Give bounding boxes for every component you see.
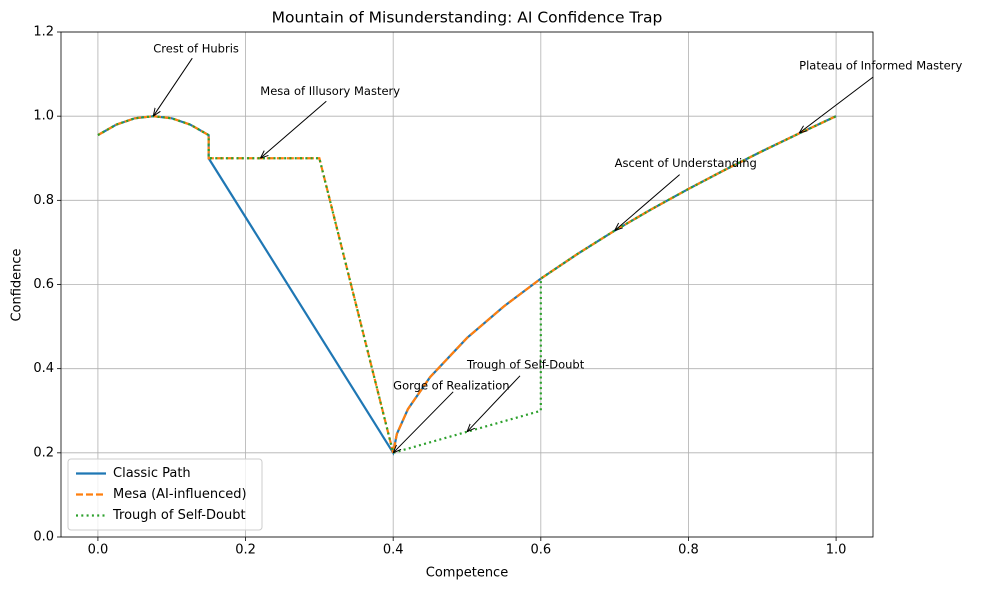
annotation: Crest of Hubris [153,42,239,56]
annotation: Trough of Self-Doubt [466,357,585,371]
x-tick-label: 0.8 [678,543,699,558]
annotation-arrow [799,76,874,133]
y-tick-label: 0.0 [33,530,54,545]
legend-label: Trough of Self-Doubt [112,508,246,523]
legend: Classic Path Mesa (AI-influenced) Trough o… [67,458,263,531]
annotation: Gorge of Realization [393,378,509,392]
y-tick-label: 0.8 [33,193,54,208]
legend-label: Classic Path [113,466,191,481]
x-axis-label: Competence [426,566,508,581]
legend-box [67,458,263,531]
legend-label: Mesa (AI-influenced) [113,487,247,502]
y-tick-label: 0.6 [33,277,54,292]
y-axis-label: Confidence [10,248,25,321]
y-tick-label: 0.4 [33,361,54,376]
annotation: Ascent of Understanding [615,156,757,170]
x-tick-label: 0.0 [88,543,109,558]
x-tick-label: 0.6 [530,543,551,558]
annotation-arrow [260,100,327,158]
x-tick-label: 0.4 [383,543,404,558]
axes-frame [60,31,874,538]
annotation: Plateau of Informed Mastery [799,59,962,73]
series-line [97,115,837,455]
x-tick-label: 0.2 [235,543,256,558]
annotation-arrow [393,391,454,453]
y-tick-label: 1.0 [33,109,54,124]
chart-title: Mountain of Misunderstanding: AI Confide… [272,9,663,27]
annotation-arrow [153,57,193,116]
y-tick-label: 1.2 [33,25,54,40]
annotation: Mesa of Illusory Mastery [260,84,400,98]
x-tick-label: 1.0 [826,543,847,558]
annotation-arrow [467,375,521,432]
y-tick-label: 0.2 [33,445,54,460]
annotation-arrow [615,174,680,231]
